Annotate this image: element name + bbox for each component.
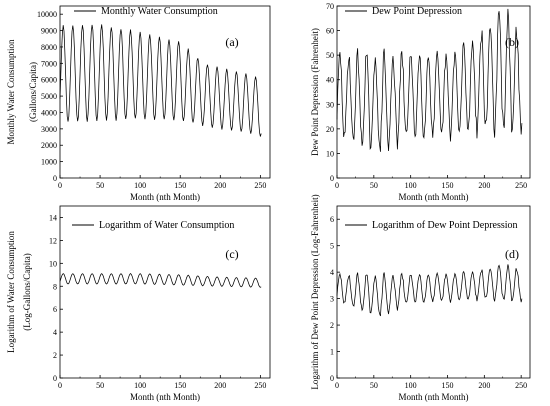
- x-tick-label: 100: [405, 381, 417, 390]
- x-axis-label: Month (nth Month): [130, 392, 200, 402]
- chart-panel-d: 0 50 100 150 200 250 0 1 2 3 4 5 6 Month (nth Month) L…: [310, 194, 531, 402]
- series-line: [59, 24, 262, 137]
- x-tick-label: 0: [58, 381, 62, 390]
- y-tick-label: 10000: [37, 10, 57, 19]
- y-tick-label: 4: [53, 328, 57, 337]
- y-tick-label: 14: [49, 213, 57, 222]
- series-line: [59, 273, 262, 288]
- y-axis-label: Logarithm of Dew Point Depression (Log-F…: [310, 194, 320, 389]
- y-tick-label: 70: [326, 2, 334, 11]
- y-tick-label: 60: [326, 27, 334, 36]
- panel-tag: (d): [505, 247, 519, 261]
- x-tick-label: 150: [441, 381, 453, 390]
- y-tick-label: 2000: [41, 141, 57, 150]
- y-tick-label: 3: [330, 295, 334, 304]
- x-tick-label: 250: [515, 181, 527, 190]
- x-tick-label: 250: [254, 181, 266, 190]
- y-tick-label: 0: [330, 374, 334, 383]
- chart-panel-a: 0 50 100 150 200 250 0 1000 2000 3000 4000 5000 6000…: [6, 5, 271, 202]
- y-tick-label: 2: [53, 351, 57, 360]
- y-axis-label: (Gallons/Capita): [28, 62, 38, 122]
- series-line: [336, 264, 523, 317]
- y-tick-label: 5000: [41, 92, 57, 101]
- y-axis-label: Dew Point Depression (Fahrenheit): [310, 28, 320, 156]
- chart-panel-c: 0 50 100 150 200 250 0 2 4 6 8 10 12 14 Month (nth Mon…: [6, 205, 271, 402]
- x-tick-label: 150: [174, 381, 186, 390]
- y-tick-label: 1000: [41, 158, 57, 167]
- x-tick-label: 50: [96, 181, 104, 190]
- x-tick-label: 100: [405, 181, 417, 190]
- x-tick-label: 100: [134, 181, 146, 190]
- y-tick-label: 20: [326, 125, 334, 134]
- legend-label: Logarithm of Water Consumption: [99, 220, 234, 231]
- y-tick-label: 5: [330, 242, 334, 251]
- plot-frame: [336, 205, 531, 379]
- plot-frame: [59, 205, 271, 379]
- x-tick-label: 200: [214, 381, 226, 390]
- x-tick-label: 200: [478, 181, 490, 190]
- chart-panel-b: 0 50 100 150 200 250 0 10 20 30 40 50 60 70 Month (nth…: [310, 2, 531, 202]
- legend-label: Monthly Water Consumption: [101, 6, 218, 17]
- legend-label: Logarithm of Dew Point Depression: [372, 220, 518, 231]
- series-line: [336, 8, 523, 152]
- y-tick-label: 1: [330, 348, 334, 357]
- y-tick-label: 10: [326, 149, 334, 158]
- y-tick-label: 4000: [41, 108, 57, 117]
- y-tick-label: 7000: [41, 59, 57, 68]
- y-tick-label: 8000: [41, 43, 57, 52]
- y-tick-label: 2: [330, 321, 334, 330]
- y-tick-label: 10: [49, 259, 57, 268]
- x-axis-label: Month (nth Month): [130, 192, 200, 202]
- y-tick-label: 8: [53, 282, 57, 291]
- x-axis-label: Month (nth Month): [398, 192, 468, 202]
- x-tick-label: 0: [58, 181, 62, 190]
- x-tick-label: 50: [370, 381, 378, 390]
- plot-frame: [336, 5, 531, 179]
- x-tick-label: 150: [174, 181, 186, 190]
- x-tick-label: 250: [515, 381, 527, 390]
- y-tick-label: 6000: [41, 76, 57, 85]
- x-tick-label: 0: [335, 181, 339, 190]
- y-tick-label: 6: [53, 305, 57, 314]
- y-tick-label: 6: [330, 215, 334, 224]
- y-axis-label: Logarithm of Water Consumption: [6, 231, 16, 353]
- x-tick-label: 50: [370, 181, 378, 190]
- y-tick-label: 0: [53, 374, 57, 383]
- x-axis-label: Month (nth Month): [398, 392, 468, 402]
- x-tick-label: 200: [478, 381, 490, 390]
- panel-tag: (b): [505, 35, 519, 49]
- y-tick-label: 30: [326, 100, 334, 109]
- y-tick-label: 0: [53, 174, 57, 183]
- x-tick-label: 50: [96, 381, 104, 390]
- y-axis-label: (Log-Gallons/Capita): [22, 253, 32, 330]
- y-tick-label: 3000: [41, 125, 57, 134]
- x-tick-label: 250: [254, 381, 266, 390]
- x-tick-label: 100: [134, 381, 146, 390]
- y-tick-label: 4: [330, 268, 334, 277]
- y-tick-label: 9000: [41, 27, 57, 36]
- y-tick-label: 12: [49, 236, 57, 245]
- y-tick-label: 50: [326, 51, 334, 60]
- panel-tag: (a): [225, 35, 238, 49]
- y-tick-label: 40: [326, 76, 334, 85]
- x-tick-label: 200: [214, 181, 226, 190]
- panel-tag: (c): [225, 247, 238, 261]
- legend-label: Dew Point Depression: [372, 6, 462, 17]
- x-tick-label: 150: [441, 181, 453, 190]
- y-axis-label: Monthly Water Consumption: [6, 39, 16, 145]
- x-tick-label: 0: [335, 381, 339, 390]
- y-tick-label: 0: [330, 174, 334, 183]
